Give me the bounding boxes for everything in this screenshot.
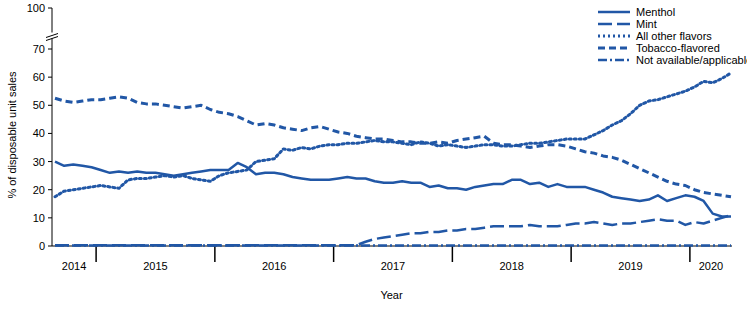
legend-label: Tobacco-flavored	[636, 42, 720, 54]
y-tick-label: 0	[39, 240, 45, 252]
y-tick-label: 20	[33, 184, 45, 196]
y-tick	[48, 105, 52, 106]
legend-swatch	[598, 59, 630, 62]
y-tick-label: 40	[33, 127, 45, 139]
legend-label: Not available/applicable	[636, 54, 747, 66]
x-axis-title: Year	[380, 289, 403, 301]
x-tick-label: 2016	[262, 260, 286, 272]
y-tick	[48, 49, 52, 50]
y-axis-title: % of disposable unit sales	[6, 71, 18, 199]
x-tick-label: 2015	[143, 260, 167, 272]
legend-swatch	[598, 23, 630, 26]
y-tick-label: 10	[33, 212, 45, 224]
x-axis-line	[52, 246, 732, 247]
x-tick-label: 2018	[500, 260, 524, 272]
y-tick	[48, 133, 52, 134]
axis-break-mark	[46, 37, 58, 41]
series-line	[55, 97, 731, 197]
x-group-separator	[452, 246, 454, 262]
y-tick	[48, 161, 52, 162]
series-line	[55, 73, 731, 197]
chart: 0 10 20 30 40 50 60 70 100 % of disposable unit s…	[0, 0, 747, 327]
x-group-separator	[689, 246, 691, 262]
x-tick-label: 2019	[618, 260, 642, 272]
series-line	[55, 244, 731, 247]
y-tick	[48, 8, 52, 9]
legend-swatch	[598, 47, 630, 50]
y-tick-label: 100	[27, 2, 45, 14]
y-tick-label: 50	[33, 99, 45, 111]
legend-label: Menthol	[636, 6, 675, 18]
x-group-separator	[570, 246, 572, 262]
series-line	[55, 215, 731, 245]
legend: MentholMintAll other flavorsTobacco-flav…	[598, 6, 747, 66]
y-tick	[48, 246, 52, 247]
y-axis-line	[52, 8, 53, 246]
y-tick	[48, 77, 52, 78]
x-tick-label: 2020	[699, 260, 723, 272]
y-tick-label: 70	[33, 43, 45, 55]
series-line	[55, 162, 731, 217]
legend-label: All other flavors	[636, 30, 712, 42]
y-tick-label: 60	[33, 71, 45, 83]
lines	[55, 73, 731, 246]
x-group-separator	[214, 246, 216, 262]
y-tick	[48, 189, 52, 190]
y-tick	[48, 217, 52, 218]
x-group-separator	[95, 246, 97, 262]
legend-label: Mint	[636, 18, 657, 30]
x-tick-label: 2014	[62, 260, 86, 272]
y-tick-label: 30	[33, 156, 45, 168]
x-group-separator	[333, 246, 335, 262]
x-tick-label: 2017	[381, 260, 405, 272]
legend-swatch	[598, 35, 630, 38]
legend-swatch	[598, 11, 630, 14]
